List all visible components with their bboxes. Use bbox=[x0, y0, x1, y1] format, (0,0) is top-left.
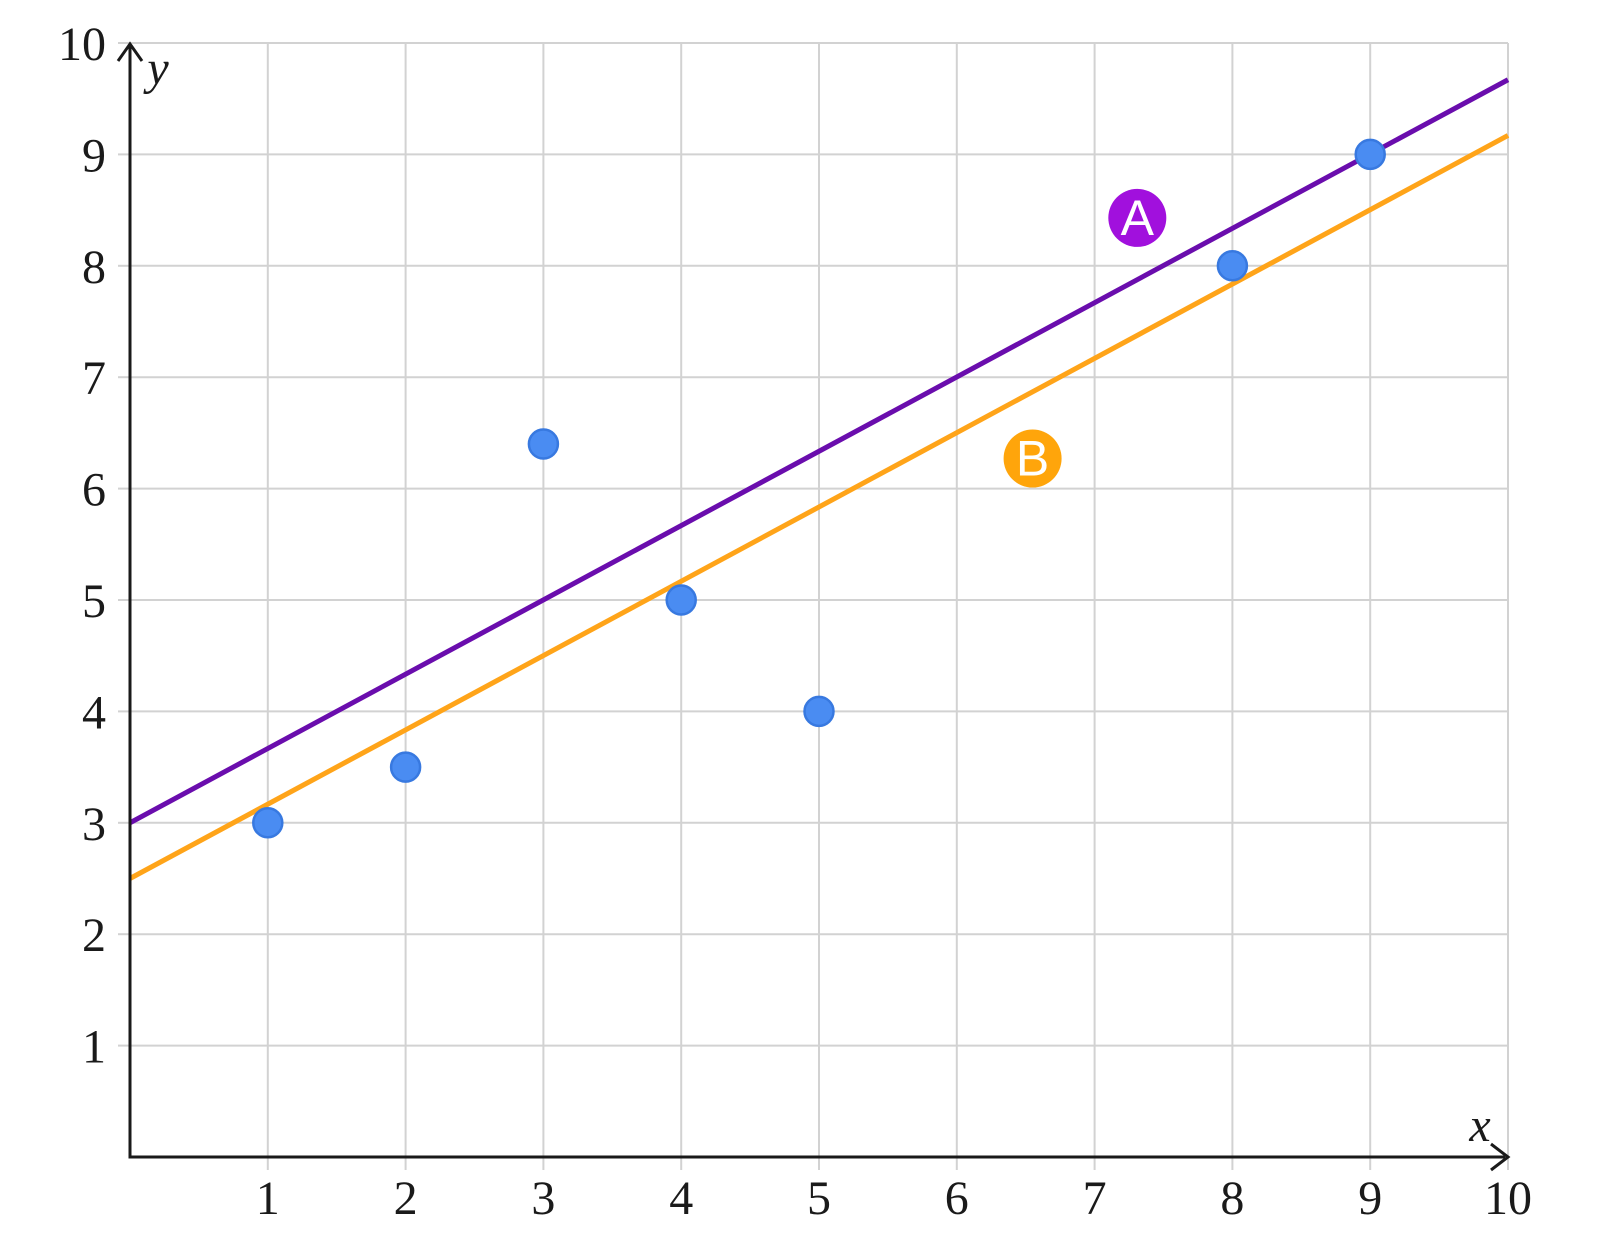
x-axis-label: x bbox=[1468, 1099, 1490, 1152]
x-tick-label: 1 bbox=[256, 1172, 280, 1225]
y-tick-label: 10 bbox=[58, 18, 106, 71]
tick-labels: 1 2 3 4 5 6 7 8 9 10 1 2 3 4 5 6 7 8 9 10 bbox=[58, 18, 1532, 1225]
y-axis-label: y bbox=[142, 42, 169, 95]
y-tick-label: 2 bbox=[82, 909, 106, 962]
line-badge-letter-b: B bbox=[1016, 431, 1049, 487]
x-tick-label: 8 bbox=[1220, 1172, 1244, 1225]
line-badges: AB bbox=[1003, 188, 1167, 488]
x-axis-arrow-icon bbox=[1490, 1142, 1511, 1172]
x-tick-label: 6 bbox=[945, 1172, 969, 1225]
y-tick-label: 9 bbox=[82, 129, 106, 182]
trend-line-a bbox=[128, 77, 1510, 826]
scatter-point bbox=[252, 807, 284, 839]
line-badge-a bbox=[1108, 188, 1167, 247]
x-tick-label: 7 bbox=[1083, 1172, 1107, 1225]
y-tick-label: 5 bbox=[82, 575, 106, 628]
y-tick-label: 7 bbox=[82, 352, 106, 405]
scatter-point bbox=[389, 751, 422, 783]
scatter-point bbox=[1216, 250, 1249, 282]
scatter-point bbox=[1354, 138, 1386, 171]
x-tick-label: 9 bbox=[1358, 1172, 1382, 1225]
scatter-point bbox=[527, 428, 560, 460]
scatter-point bbox=[665, 584, 697, 616]
y-tick-label: 1 bbox=[82, 1021, 106, 1074]
y-tick-label: 3 bbox=[82, 798, 106, 851]
x-tick-label: 5 bbox=[807, 1172, 831, 1225]
y-axis-arrow-icon bbox=[116, 41, 144, 62]
axes: y x bbox=[116, 41, 1511, 1172]
x-tick-label: 10 bbox=[1484, 1172, 1532, 1225]
x-tick-label: 2 bbox=[394, 1172, 418, 1225]
trend-line-b bbox=[128, 133, 1510, 881]
x-tick-label: 3 bbox=[531, 1172, 555, 1225]
line-badge-letter-a: A bbox=[1121, 190, 1155, 246]
y-tick-label: 8 bbox=[82, 241, 106, 294]
scatter-point bbox=[803, 695, 835, 728]
trend-lines bbox=[128, 77, 1510, 881]
grid-lines bbox=[118, 42, 1509, 1170]
x-tick-label: 4 bbox=[669, 1172, 693, 1225]
scatter-points bbox=[252, 138, 1386, 839]
y-tick-label: 4 bbox=[82, 686, 106, 739]
line-badge-b bbox=[1003, 429, 1062, 488]
y-tick-label: 6 bbox=[82, 464, 106, 517]
